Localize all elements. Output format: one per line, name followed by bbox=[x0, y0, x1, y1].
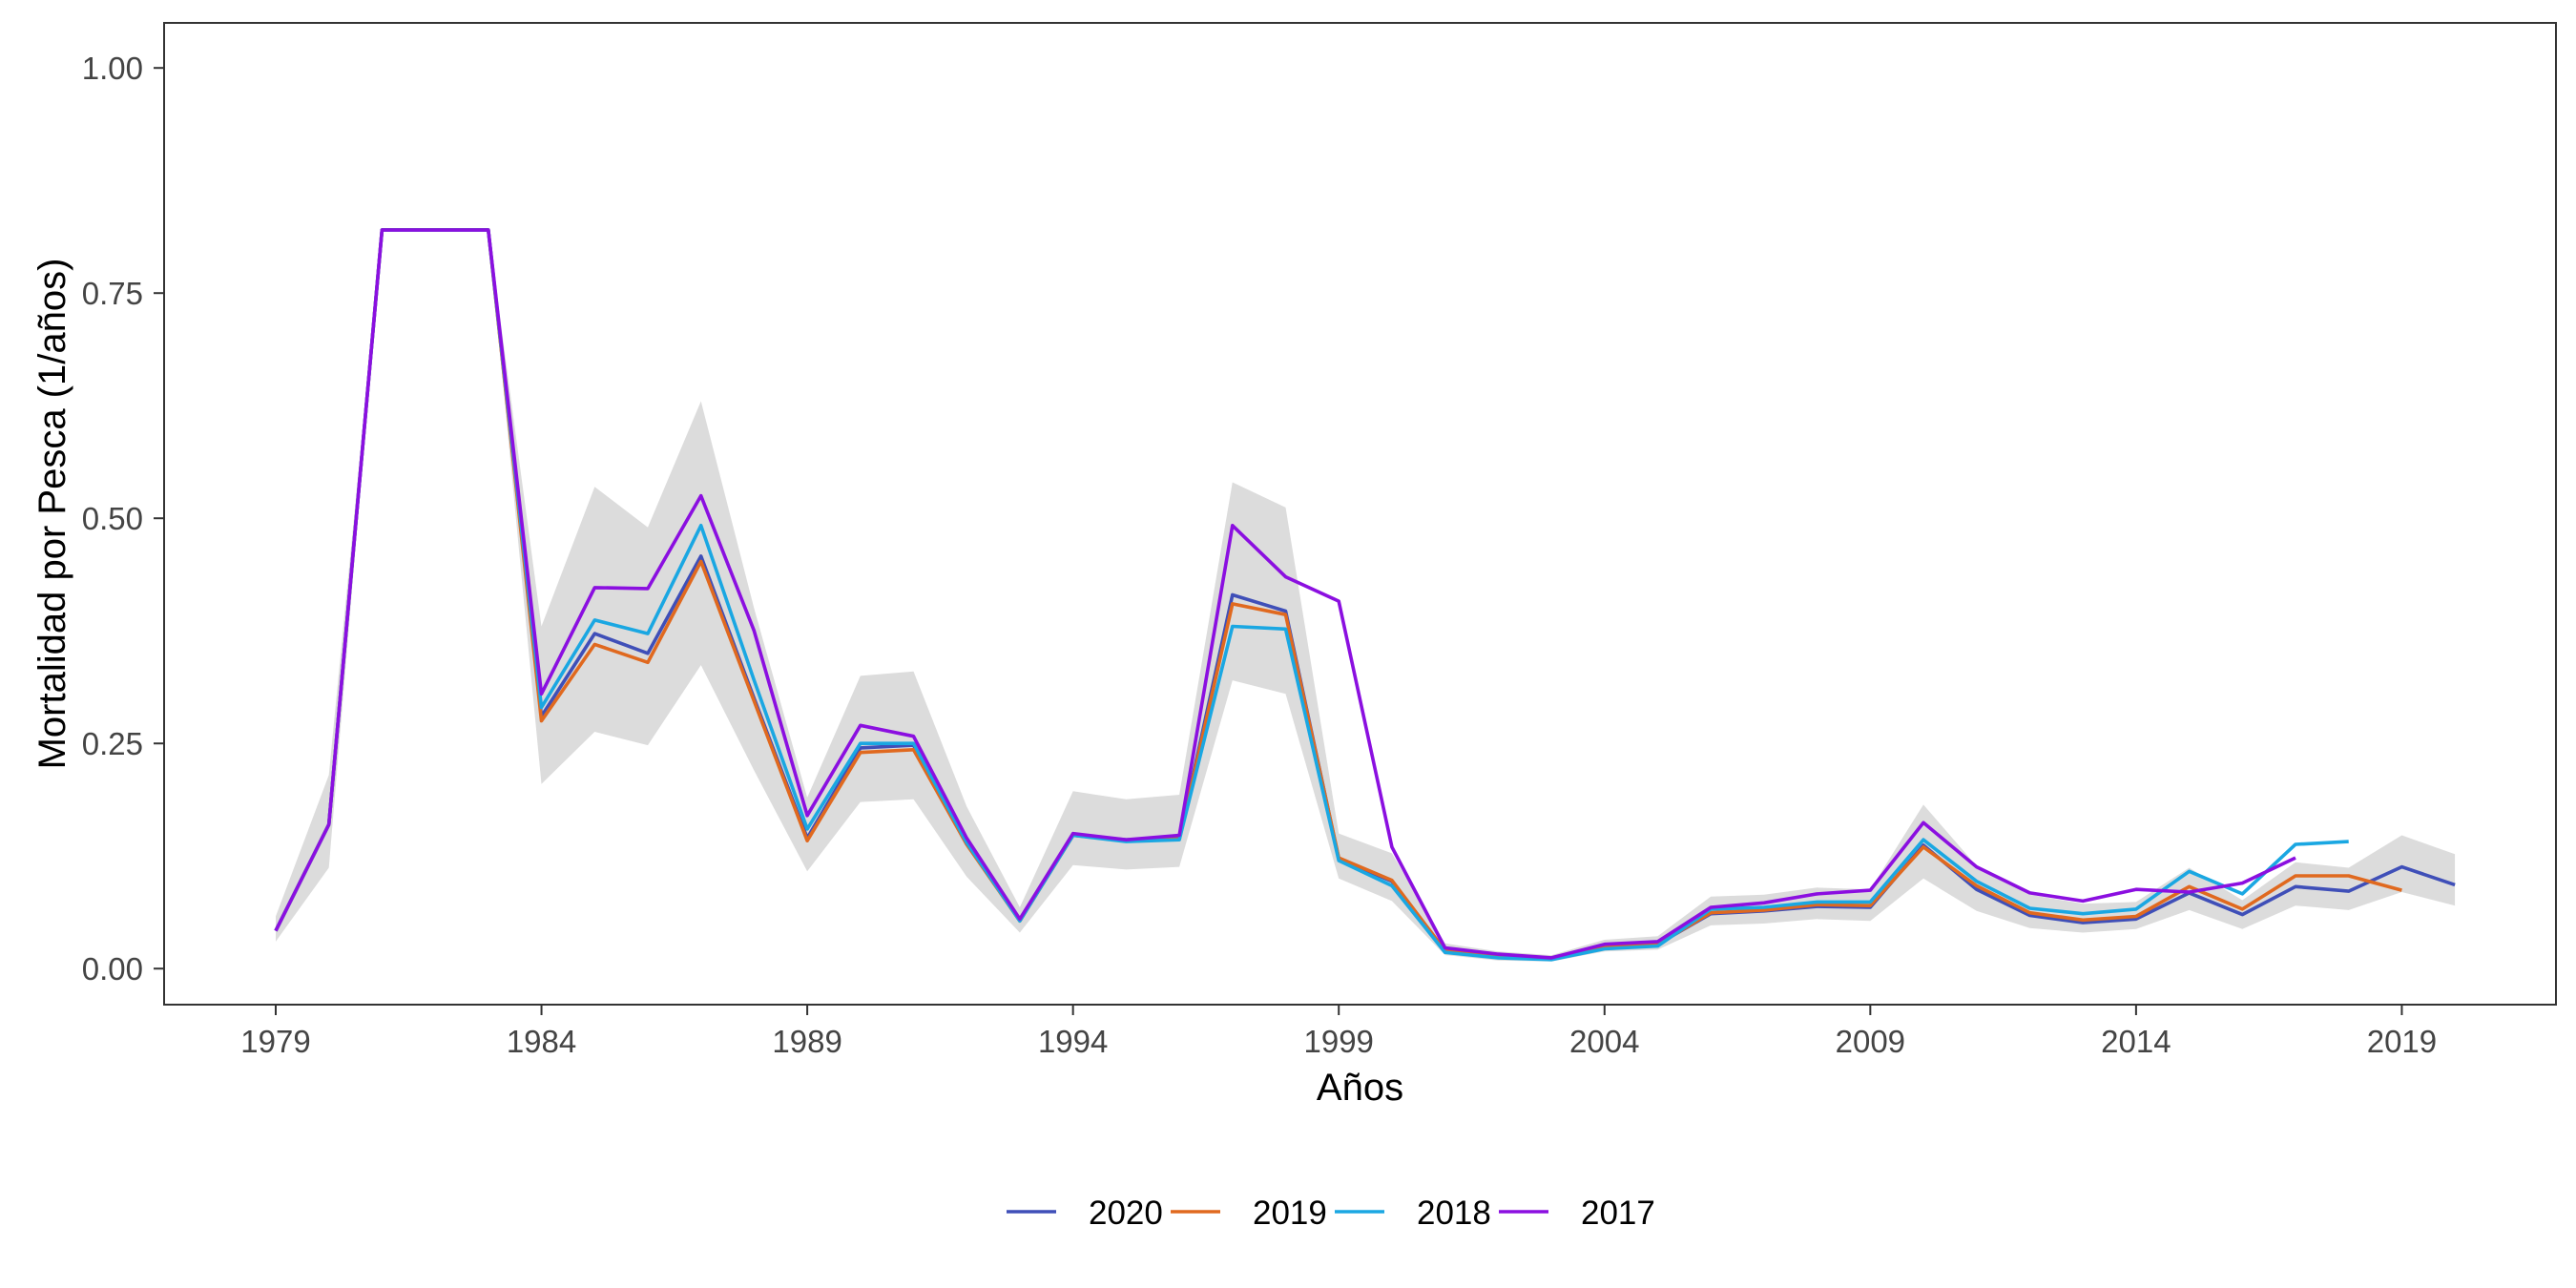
x-tick-label: 2004 bbox=[1569, 1024, 1639, 1059]
legend-label-2017: 2017 bbox=[1581, 1195, 1655, 1232]
y-tick-label: 0.00 bbox=[82, 951, 143, 987]
y-tick-label: 0.75 bbox=[82, 276, 143, 311]
y-axis-title: Mortalidad por Pesca (1/años) bbox=[31, 259, 73, 770]
x-tick-label: 1994 bbox=[1038, 1024, 1108, 1059]
x-tick-label: 1999 bbox=[1304, 1024, 1374, 1059]
x-tick-label: 2019 bbox=[2367, 1024, 2437, 1059]
y-tick-label: 0.25 bbox=[82, 726, 143, 761]
x-tick-label: 1989 bbox=[772, 1024, 841, 1059]
confidence-band-layer bbox=[276, 230, 2456, 962]
series-layer bbox=[274, 228, 2456, 962]
x-tick-label: 1984 bbox=[507, 1024, 576, 1059]
x-tick-label: 1979 bbox=[240, 1024, 310, 1059]
legend-label-2020: 2020 bbox=[1089, 1195, 1163, 1232]
legend-label-2018: 2018 bbox=[1417, 1195, 1491, 1232]
x-axis: 1979 1984 1989 1994 1999 2004 2009 2014 2019 bbox=[240, 1005, 2437, 1059]
x-tick-label: 2009 bbox=[1836, 1024, 1905, 1059]
y-tick-label: 0.50 bbox=[82, 501, 143, 536]
x-axis-title: Años bbox=[1317, 1067, 1403, 1109]
plot-panel-border bbox=[163, 22, 2557, 1006]
series-line-2018 bbox=[274, 228, 2349, 962]
y-axis: 0.00 0.25 0.50 0.75 1.00 bbox=[82, 51, 164, 987]
legend-label-2019: 2019 bbox=[1253, 1195, 1327, 1232]
series-line-2017 bbox=[274, 228, 2296, 960]
x-tick-label: 2014 bbox=[2101, 1024, 2171, 1059]
confidence-band bbox=[276, 230, 2456, 962]
y-tick-label: 1.00 bbox=[82, 51, 143, 86]
legend: 2020 2019 2018 2017 bbox=[1007, 1195, 1655, 1232]
